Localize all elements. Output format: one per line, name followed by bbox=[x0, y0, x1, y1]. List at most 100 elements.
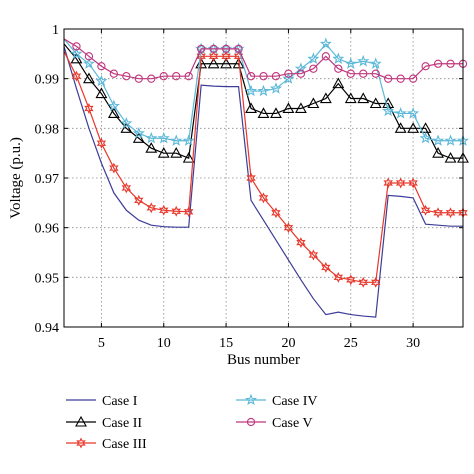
star-marker bbox=[258, 192, 269, 204]
triangle-marker bbox=[145, 142, 158, 153]
triangle-marker bbox=[394, 122, 407, 133]
star-marker bbox=[271, 207, 281, 219]
triangle-marker bbox=[270, 107, 282, 118]
triangle-marker bbox=[245, 102, 257, 114]
legend-item: Case II bbox=[66, 415, 142, 431]
circle-marker bbox=[134, 74, 143, 83]
triangle-marker bbox=[232, 57, 245, 69]
circle-marker bbox=[122, 72, 131, 81]
star-marker bbox=[283, 222, 294, 234]
star-marker bbox=[445, 207, 456, 219]
triangle-marker bbox=[95, 87, 108, 99]
triangle-marker bbox=[357, 92, 370, 104]
pentagram-marker bbox=[407, 107, 420, 119]
triangle-marker bbox=[107, 107, 120, 118]
circle-marker bbox=[221, 44, 231, 54]
star-marker bbox=[134, 194, 144, 206]
x-tick-label: 10 bbox=[157, 336, 171, 351]
pentagram-marker bbox=[269, 82, 283, 94]
circle-marker bbox=[246, 417, 256, 427]
triangle-marker bbox=[344, 92, 357, 104]
triangle-marker bbox=[307, 97, 320, 109]
triangle-marker bbox=[432, 147, 444, 158]
pentagram-marker bbox=[244, 84, 258, 97]
star-marker bbox=[395, 177, 406, 189]
pentagram-marker bbox=[145, 131, 158, 144]
legend-item: Case V bbox=[236, 416, 313, 431]
triangle-marker bbox=[257, 107, 270, 118]
triangle-marker bbox=[132, 132, 145, 143]
y-tick-label: 0.95 bbox=[35, 271, 60, 286]
circle-marker bbox=[433, 59, 443, 68]
series-case-i bbox=[63, 46, 463, 318]
x-tick-label: 25 bbox=[344, 336, 358, 351]
circle-marker bbox=[109, 69, 119, 78]
star-marker bbox=[71, 70, 82, 82]
triangle-marker bbox=[182, 152, 195, 163]
circle-marker bbox=[296, 69, 306, 78]
circle-marker bbox=[72, 42, 81, 51]
star-marker bbox=[121, 182, 132, 194]
circle-marker bbox=[147, 74, 156, 83]
pentagram-marker bbox=[157, 131, 170, 144]
x-tick-label: 15 bbox=[219, 336, 233, 351]
circle-marker bbox=[246, 72, 256, 81]
y-tick-label: 1 bbox=[52, 23, 59, 38]
x-tick-label: 30 bbox=[406, 336, 420, 351]
circle-marker bbox=[371, 69, 380, 78]
star-marker bbox=[146, 202, 157, 214]
circle-marker bbox=[421, 62, 430, 71]
series-case-iii bbox=[63, 50, 468, 288]
circle-marker bbox=[271, 72, 281, 81]
legend-item: Case I bbox=[66, 394, 138, 409]
star-marker bbox=[183, 206, 194, 218]
pentagram-marker bbox=[394, 107, 407, 119]
pentagram-marker bbox=[120, 116, 133, 129]
circle-marker bbox=[259, 72, 268, 81]
legend-label: Case II bbox=[102, 416, 142, 431]
series-line bbox=[63, 46, 463, 318]
y-tick-label: 0.99 bbox=[35, 73, 60, 88]
y-tick-label: 0.94 bbox=[35, 321, 60, 336]
star-marker bbox=[84, 102, 94, 114]
circle-marker bbox=[172, 72, 181, 81]
triangle-marker bbox=[157, 147, 170, 158]
triangle-marker bbox=[294, 102, 307, 114]
triangle-marker bbox=[170, 147, 183, 158]
circle-marker bbox=[197, 44, 206, 54]
axis-ticks: 5 10 15 20 25 30 0.94 0.95 0.96 0.97 0.98 0.99 1 bbox=[35, 23, 463, 351]
star-marker bbox=[171, 205, 181, 217]
triangle-marker bbox=[75, 415, 87, 427]
legend-label: Case V bbox=[272, 416, 313, 431]
pentagram-marker bbox=[444, 134, 457, 146]
star-marker bbox=[370, 276, 381, 288]
triangle-marker bbox=[369, 97, 382, 109]
star-marker bbox=[233, 50, 244, 62]
circle-marker bbox=[209, 44, 218, 54]
circle-marker bbox=[396, 74, 405, 83]
series-case-v bbox=[63, 38, 468, 83]
triangle-marker bbox=[332, 77, 345, 89]
pentagram-marker bbox=[82, 57, 96, 69]
x-tick-label: 5 bbox=[98, 336, 105, 351]
series-line bbox=[63, 38, 463, 80]
series-case-ii bbox=[63, 43, 469, 163]
circle-marker bbox=[359, 69, 368, 78]
star-marker bbox=[246, 172, 256, 184]
star-marker bbox=[333, 271, 344, 283]
pentagram-marker bbox=[107, 99, 120, 112]
star-marker bbox=[308, 249, 319, 261]
star-marker bbox=[109, 162, 119, 174]
circle-marker bbox=[84, 52, 94, 61]
pentagram-marker bbox=[132, 126, 145, 139]
pentagram-marker bbox=[382, 104, 395, 117]
triangle-marker bbox=[70, 52, 83, 64]
circle-marker bbox=[384, 74, 393, 83]
pentagram-marker bbox=[182, 134, 195, 146]
triangle-marker bbox=[83, 72, 95, 84]
pentagram-marker bbox=[244, 393, 258, 406]
triangle-marker bbox=[207, 57, 220, 69]
triangle-marker bbox=[319, 92, 332, 104]
x-tick-label: 20 bbox=[281, 336, 295, 351]
circle-marker bbox=[408, 74, 418, 83]
